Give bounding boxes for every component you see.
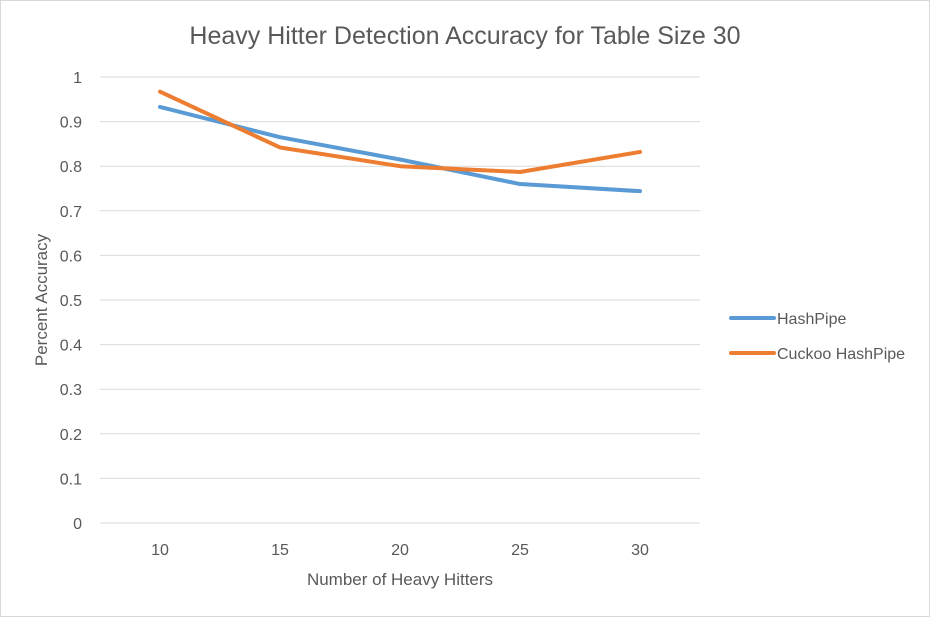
y-axis-label: Percent Accuracy xyxy=(32,233,51,366)
x-tick-label: 25 xyxy=(511,542,529,559)
series-lines xyxy=(158,89,642,194)
x-tick-label: 10 xyxy=(151,542,169,559)
y-tick-label: 0.6 xyxy=(60,248,82,265)
gridlines xyxy=(100,76,700,524)
x-axis-label: Number of Heavy Hitters xyxy=(307,570,493,589)
y-tick-label: 0.5 xyxy=(60,293,82,310)
legend: HashPipe Cuckoo HashPipe xyxy=(729,311,905,363)
x-tick-label: 20 xyxy=(391,542,409,559)
y-tick-label: 1 xyxy=(73,70,82,87)
y-tick-label: 0 xyxy=(73,516,82,533)
x-tick-label: 30 xyxy=(631,542,649,559)
y-tick-label: 0.9 xyxy=(60,115,82,132)
x-tick-label: 15 xyxy=(271,542,289,559)
y-tick-label: 0.7 xyxy=(60,204,82,221)
y-axis-ticks: 0 0.1 0.2 0.3 0.4 0.5 0.6 0.7 0.8 0.9 1 xyxy=(60,70,82,533)
y-tick-label: 0.4 xyxy=(60,338,82,355)
y-tick-label: 0.2 xyxy=(60,427,82,444)
x-axis-ticks: 10 15 20 25 30 xyxy=(151,542,649,559)
legend-label-0: HashPipe xyxy=(777,311,846,328)
legend-label-1: Cuckoo HashPipe xyxy=(777,346,905,363)
series-line-1 xyxy=(158,89,642,174)
y-tick-label: 0.8 xyxy=(60,159,82,176)
y-tick-label: 0.3 xyxy=(60,382,82,399)
y-tick-label: 0.1 xyxy=(60,471,82,488)
series-line-0 xyxy=(158,104,642,194)
chart-title: Heavy Hitter Detection Accuracy for Tabl… xyxy=(189,22,740,50)
